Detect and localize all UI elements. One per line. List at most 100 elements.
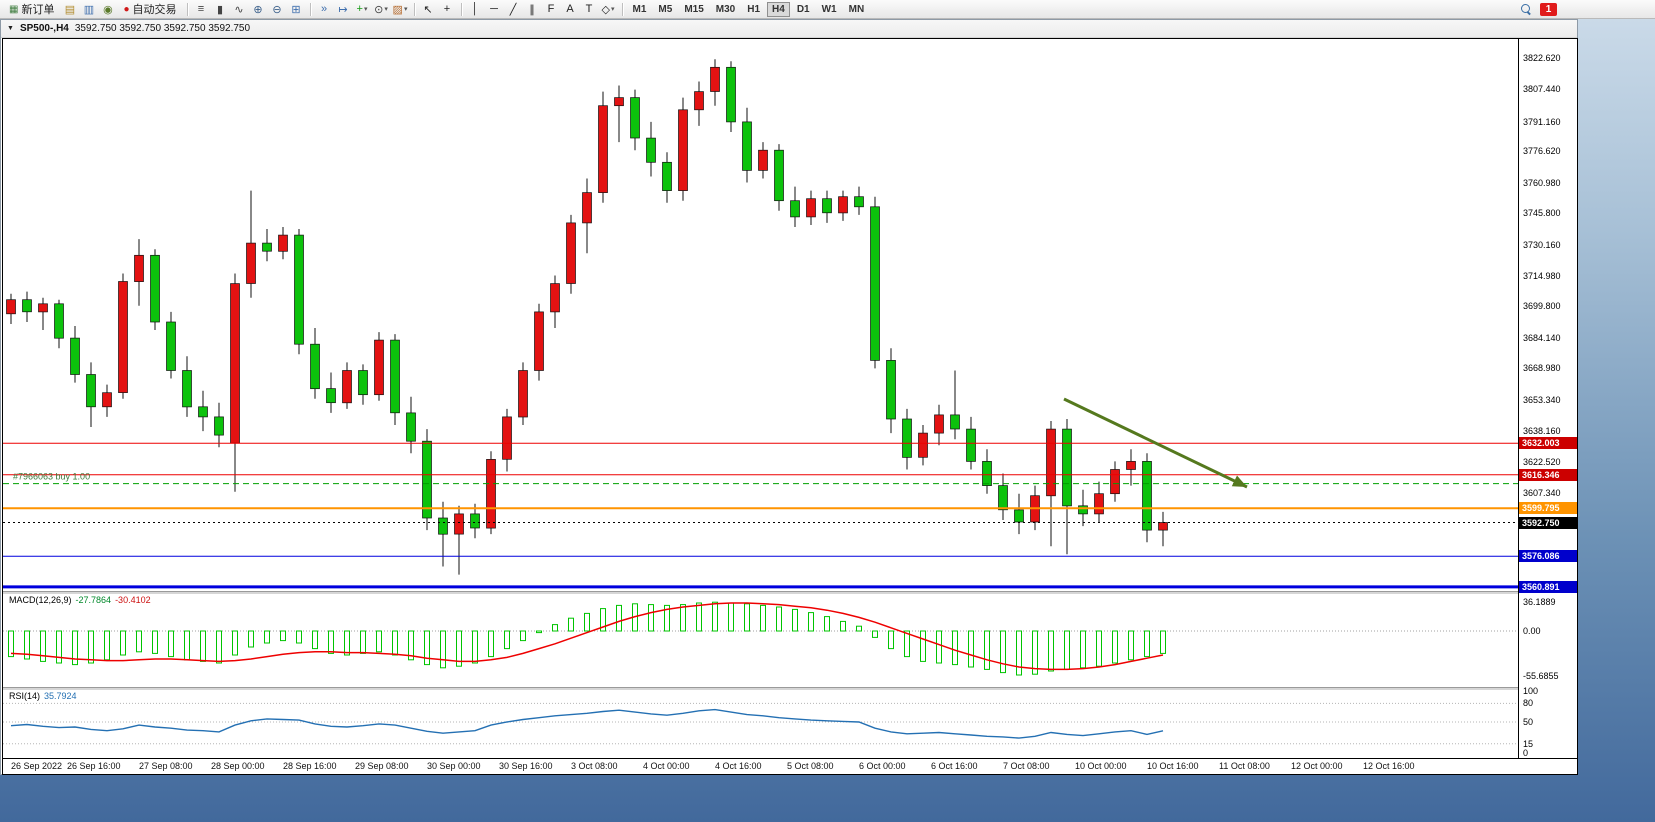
price-axis-tick: 3822.620	[1523, 53, 1561, 63]
bar-chart-icon[interactable]: ≡	[197, 3, 205, 15]
auto-scroll-icon[interactable]: »	[320, 3, 328, 15]
toolbar-separator	[309, 2, 311, 16]
rsi-name: RSI(14)	[9, 691, 41, 701]
rsi-axis-tick: 15	[1523, 739, 1534, 749]
macd-label: MACD(12,26,9) -27.7864 -30.4102	[9, 595, 151, 605]
price-axis-tick: 3714.980	[1523, 271, 1561, 281]
time-axis-label: 12 Oct 16:00	[1363, 761, 1415, 771]
line-chart-icon[interactable]: ∿	[234, 3, 244, 16]
data-window-icon[interactable]: ▥	[83, 3, 95, 16]
window-menu-icon[interactable]: ▼	[7, 25, 14, 32]
price-axis-tick: 3638.160	[1523, 426, 1561, 436]
pane-divider-2[interactable]	[3, 687, 1577, 690]
zoom-in-icon[interactable]: ⊕	[253, 3, 263, 16]
price-badge: 3576.086	[1519, 550, 1577, 562]
notification-badge[interactable]: 1	[1540, 2, 1557, 16]
macd-signal-line	[10, 602, 1164, 671]
templates-icon[interactable]: ▨ ▾	[392, 3, 408, 16]
rsi-pane[interactable]: RSI(14) 35.7924	[3, 690, 1518, 758]
chart-shift-icon[interactable]: ↦	[338, 3, 348, 16]
price-axis-tick: 3607.340	[1523, 488, 1561, 498]
time-axis-label: 26 Sep 16:00	[67, 761, 121, 771]
timeframe-m15[interactable]: M15	[684, 3, 704, 15]
price-axis-tick: 3653.340	[1523, 395, 1561, 405]
timeframe-toolbar: M1 M5 M15 M30 H1 H4 D1 W1 MN	[627, 1, 871, 17]
price-axis-tick: 3699.800	[1523, 301, 1561, 311]
timeframe-d1[interactable]: D1	[796, 3, 810, 15]
time-axis-label: 12 Oct 00:00	[1291, 761, 1343, 771]
channel-icon[interactable]: ∥	[529, 3, 535, 16]
time-axis-label: 11 Oct 08:00	[1219, 761, 1270, 771]
time-axis-label: 4 Oct 16:00	[715, 761, 762, 771]
chart-body: #7966063 buy 1.00 MACD(12,26,9) -27.7864-…	[2, 38, 1578, 775]
main-price-pane[interactable]: #7966063 buy 1.00	[3, 39, 1518, 591]
chevron-down-icon: ▾	[610, 6, 615, 13]
cursor-icon[interactable]: ↖	[423, 3, 433, 16]
time-axis-label: 28 Sep 16:00	[283, 761, 337, 771]
macd-pane[interactable]: MACD(12,26,9) -27.7864 -30.4102	[3, 594, 1518, 687]
chart-ohlc-quotes: 3592.750 3592.750 3592.750 3592.750	[74, 23, 251, 34]
time-axis-label: 3 Oct 08:00	[571, 761, 618, 771]
price-axis-tick: 3791.160	[1523, 117, 1561, 127]
rsi-axis-tick: 100	[1523, 686, 1539, 696]
time-axis-label: 7 Oct 08:00	[1003, 761, 1050, 771]
timeframe-h4[interactable]: H4	[767, 1, 790, 17]
macd-axis-tick: -55.6855	[1523, 671, 1559, 681]
timeframe-m5[interactable]: M5	[658, 3, 673, 15]
chart-symbol-period: SP500-,H4	[19, 23, 69, 34]
fibonacci-icon[interactable]: F	[547, 3, 555, 15]
rsi-axis-tick: 80	[1523, 698, 1534, 708]
candlestick-chart-icon[interactable]: ▮	[216, 3, 224, 16]
timeframe-m1[interactable]: M1	[632, 3, 647, 15]
price-badge: 3632.003	[1519, 437, 1577, 449]
trendline-icon[interactable]: ╱	[509, 3, 517, 16]
timeframe-m30[interactable]: M30	[715, 3, 736, 15]
refresh-icon[interactable]: ◉	[103, 3, 113, 16]
label-icon[interactable]: T	[585, 3, 593, 15]
rsi-axis-tick: 50	[1523, 717, 1534, 727]
candles	[6, 59, 1168, 575]
price-badge: 3599.795	[1519, 502, 1577, 514]
vertical-line-icon[interactable]: │	[471, 3, 479, 15]
price-axis-tick: 3684.140	[1523, 333, 1561, 343]
search-icon[interactable]	[1521, 3, 1532, 15]
toolbar-separator	[621, 2, 623, 16]
tile-windows-icon[interactable]: ⊞	[291, 3, 301, 16]
rsi-chart-svg[interactable]	[3, 690, 1518, 758]
toolbar-separator	[186, 2, 188, 16]
chevron-down-icon: ▾	[403, 6, 408, 13]
timeframe-w1[interactable]: W1	[821, 3, 837, 15]
macd-axis-tick: 36.1889	[1523, 597, 1556, 607]
autotrading-button[interactable]: ● 自动交易	[118, 2, 181, 17]
time-axis[interactable]: 26 Sep 2022 26 Sep 16:00 27 Sep 08:00 28 Se…	[3, 758, 1577, 774]
price-axis-tick: 3745.800	[1523, 208, 1561, 218]
rsi-axis-tick: 0	[1523, 748, 1529, 758]
toolbar-right: 1	[1521, 2, 1557, 16]
indicators-add-icon[interactable]: + ▾	[356, 3, 368, 15]
time-axis-label: 26 Sep 2022	[11, 761, 63, 771]
autotrading-icon: ●	[123, 3, 130, 15]
timeframe-mn[interactable]: MN	[848, 3, 865, 15]
zoom-out-icon[interactable]: ⊖	[272, 3, 282, 16]
text-icon[interactable]: A	[566, 3, 574, 15]
time-axis-label: 29 Sep 08:00	[355, 761, 409, 771]
price-chart-svg[interactable]: #7966063 buy 1.00	[3, 39, 1518, 591]
price-badge: 3592.750	[1519, 517, 1577, 529]
time-axis-label: 6 Oct 00:00	[859, 761, 906, 771]
new-order-button[interactable]: ▦ 新订单	[4, 2, 59, 17]
periods-clock-icon[interactable]: ⊙ ▾	[374, 3, 388, 16]
horizontal-line-icon[interactable]: ─	[490, 3, 498, 15]
timeframe-h1[interactable]: H1	[747, 3, 761, 15]
price-axis-tick: 3622.520	[1523, 457, 1561, 467]
price-axis-tick: 3776.620	[1523, 146, 1561, 156]
trend-arrow[interactable]	[1063, 397, 1248, 489]
macd-chart-svg[interactable]	[3, 594, 1518, 687]
rsi-label: RSI(14) 35.7924	[9, 691, 77, 701]
shapes-icon[interactable]: ◇ ▾	[601, 3, 615, 16]
price-axis[interactable]: 3822.620 3807.440 3791.160 3776.620 3760.980…	[1519, 39, 1577, 758]
crosshair-icon[interactable]: +	[443, 3, 451, 15]
toolbar-separator	[460, 2, 462, 16]
market-watch-icon[interactable]: ▤	[64, 3, 76, 16]
pane-divider-1[interactable]	[3, 591, 1577, 594]
